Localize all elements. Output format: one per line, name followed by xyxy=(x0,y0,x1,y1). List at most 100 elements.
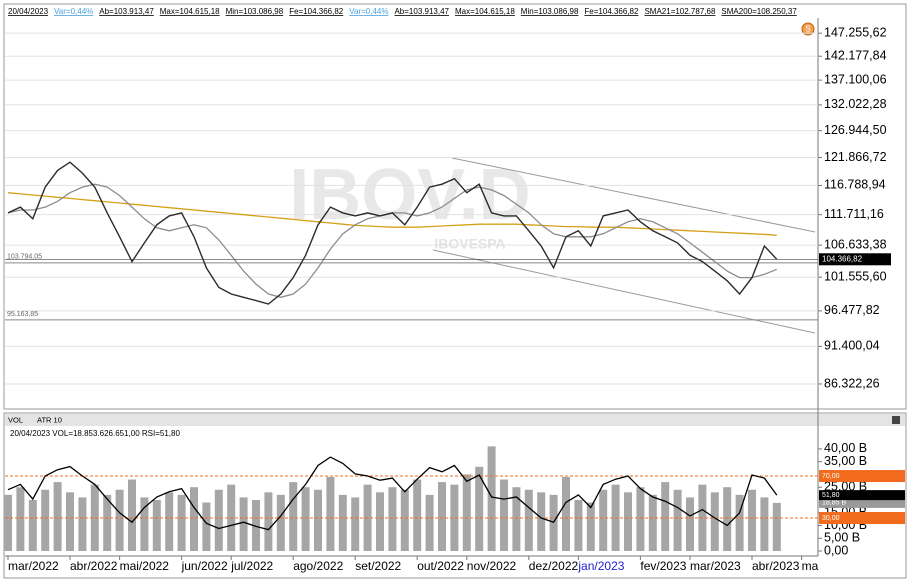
volume-bar xyxy=(500,479,508,551)
y-tick-label: 35,00 B xyxy=(824,454,867,468)
volume-bar xyxy=(115,489,124,551)
tab[interactable]: VOL xyxy=(8,415,23,424)
y-tick-label: 116.788,94 xyxy=(824,178,886,192)
x-tick-label: ma xyxy=(802,559,819,573)
y-tick-label: 121.866,72 xyxy=(824,150,887,164)
volume-bar xyxy=(524,489,533,551)
rsi-level-box xyxy=(819,470,905,483)
volume-bar xyxy=(450,484,459,551)
y-tick-label: 86.322,26 xyxy=(824,376,880,390)
watermark: IBOV.D IBOVESPA xyxy=(289,155,530,252)
volume-bar xyxy=(574,499,583,551)
volume-bar xyxy=(624,492,632,551)
header-item: SMA200=108.250,37 xyxy=(721,7,797,16)
header-item: Max=104.615,18 xyxy=(160,7,220,16)
volume-bar xyxy=(748,489,756,551)
volume-bar xyxy=(400,489,409,551)
price-line xyxy=(7,161,778,305)
reference-label: 95.163,85 xyxy=(7,311,38,318)
y-tick-label: 25,00 B xyxy=(824,480,867,494)
volume-bar xyxy=(239,497,248,551)
volume-bar xyxy=(214,489,223,551)
x-tick-label: jan/2023 xyxy=(577,559,624,573)
x-tick-label: fev/2023 xyxy=(640,559,686,573)
volume-bar xyxy=(661,482,670,551)
volume-bar xyxy=(41,489,50,551)
x-tick-label: dez/2022 xyxy=(529,559,579,573)
price-frame xyxy=(3,3,907,410)
header-item: Fe=104.366,82 xyxy=(584,7,639,16)
volume-bar xyxy=(686,497,694,551)
volume-bar xyxy=(388,487,397,551)
y-tick-label: 5,00 B xyxy=(824,531,860,545)
volume-bar xyxy=(252,499,260,551)
volume-bar xyxy=(53,482,62,551)
x-tick-label: abr/2022 xyxy=(70,559,118,573)
volume-bar xyxy=(599,489,608,551)
y-tick-label: 142.177,84 xyxy=(824,49,887,63)
volume-bar xyxy=(723,487,732,551)
volume-bar xyxy=(648,494,657,551)
volume-bar xyxy=(289,482,298,551)
header-item: Var=0,44% xyxy=(349,7,388,16)
rsi-level-label: 70,00 xyxy=(822,473,840,480)
channel-line xyxy=(432,249,816,334)
volume-bar xyxy=(165,492,174,551)
header-item: Min=103.086,98 xyxy=(226,7,284,16)
volume-bar xyxy=(128,479,136,551)
moving-average xyxy=(7,192,777,236)
watermark-sub: IBOVESPA xyxy=(434,236,505,252)
reference-label: 103.794,05 xyxy=(7,254,42,261)
volume-bar xyxy=(636,487,645,551)
x-tick-label: mar/2022 xyxy=(8,559,59,573)
volume-bar xyxy=(202,502,211,551)
volume-bar xyxy=(103,494,112,551)
volume-bar xyxy=(710,492,719,551)
volume-bar xyxy=(351,497,360,551)
volume-bar xyxy=(562,477,570,551)
volume-bar xyxy=(462,474,471,551)
volume-bar xyxy=(66,492,74,551)
last-value-label: 51,80 xyxy=(822,492,840,499)
x-tick-label: ago/2022 xyxy=(293,559,343,573)
volume-bar xyxy=(413,479,422,551)
x-tick-label: abr/2023 xyxy=(752,559,800,573)
volume-bar xyxy=(338,494,347,551)
x-tick-label: mai/2022 xyxy=(120,559,170,573)
volume-bar xyxy=(190,487,198,551)
last-value-box xyxy=(819,490,905,501)
header-item: Max=104.615,18 xyxy=(455,7,515,16)
last-value-box xyxy=(819,497,905,508)
volume-bar xyxy=(735,494,744,551)
volume-bar xyxy=(264,492,273,551)
event-icon-glyph: S xyxy=(805,25,810,34)
header-item: Ab=103.913,47 xyxy=(394,7,449,16)
volume-bar xyxy=(301,487,310,551)
y-tick-label: 111.711,16 xyxy=(824,207,884,221)
volume-bar xyxy=(376,492,384,551)
volume-bar xyxy=(152,499,161,551)
header-item: Ab=103.913,47 xyxy=(99,7,154,16)
last-price-box xyxy=(819,253,891,266)
tab[interactable]: ATR 10 xyxy=(37,415,62,424)
event-icon[interactable] xyxy=(801,22,815,36)
header-item: Var=0,44% xyxy=(54,7,93,16)
y-tick-label: 106.633,38 xyxy=(824,237,887,251)
y-tick-label: 96.477,82 xyxy=(824,303,880,317)
volume-bar xyxy=(276,494,285,551)
volume-bar xyxy=(177,494,186,551)
volume-bar xyxy=(326,477,335,551)
y-tick-label: 91.400,04 xyxy=(824,339,880,353)
volume-bar xyxy=(475,466,484,551)
volume-bar xyxy=(537,492,546,551)
volume-bar xyxy=(673,489,682,551)
y-tick-label: 137.100,06 xyxy=(824,72,887,86)
panel-button[interactable] xyxy=(892,416,900,424)
last-price-label: 104.366,82 xyxy=(822,254,863,263)
header-item: 20/04/2023 xyxy=(8,7,49,16)
y-tick-label: 126.944,50 xyxy=(824,123,887,137)
volume-bar xyxy=(16,487,25,551)
header-item: Min=103.086,98 xyxy=(521,7,579,16)
y-tick-label: 0,00 xyxy=(824,543,848,557)
